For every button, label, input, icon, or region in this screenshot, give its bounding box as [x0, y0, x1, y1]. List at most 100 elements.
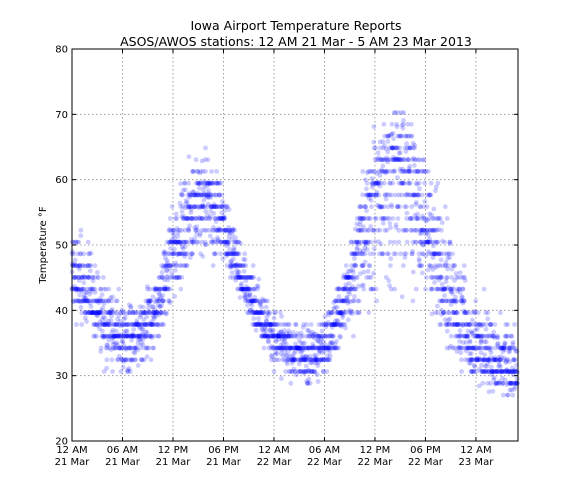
data-point: [249, 307, 255, 313]
data-point: [136, 333, 142, 339]
data-point: [99, 310, 105, 316]
data-point: [428, 192, 434, 198]
data-point: [495, 334, 501, 340]
data-point: [421, 157, 427, 163]
data-point: [289, 360, 295, 366]
data-point: [137, 333, 143, 339]
data-point: [89, 310, 95, 316]
data-point: [257, 310, 263, 316]
data-point: [207, 216, 213, 221]
data-point: [299, 369, 304, 374]
data-point: [285, 349, 291, 354]
data-point: [246, 286, 252, 292]
data-point: [160, 298, 166, 304]
data-point: [247, 293, 253, 299]
data-point: [237, 275, 243, 280]
data-point: [221, 213, 227, 219]
data-point: [141, 322, 147, 327]
data-point: [115, 316, 120, 322]
data-point: [307, 369, 312, 374]
data-point: [373, 286, 379, 292]
data-point: [100, 322, 105, 327]
data-point: [240, 286, 246, 292]
data-point: [279, 345, 285, 351]
data-point: [285, 345, 291, 351]
data-point: [213, 227, 219, 233]
data-point: [82, 292, 87, 298]
data-point: [78, 251, 83, 257]
data-point: [170, 230, 176, 236]
data-point: [209, 204, 214, 210]
data-point: [305, 327, 310, 333]
data-point: [253, 327, 259, 333]
data-point: [305, 355, 310, 360]
data-point: [95, 310, 101, 316]
data-point: [165, 286, 171, 292]
data-point: [207, 180, 213, 186]
data-point: [260, 310, 265, 316]
data-point: [87, 263, 93, 268]
data-point: [292, 357, 297, 363]
data-point: [184, 263, 190, 268]
data-point: [104, 310, 109, 316]
data-point: [110, 294, 115, 300]
data-point: [211, 224, 216, 230]
data-point: [166, 240, 172, 246]
data-point: [298, 346, 303, 351]
data-point: [157, 286, 163, 292]
x-tick-label: 21 Mar: [55, 457, 91, 468]
data-point: [139, 327, 145, 332]
data-point: [512, 322, 517, 327]
data-point: [444, 275, 450, 280]
data-point: [181, 216, 187, 221]
data-point: [195, 192, 201, 198]
data-point: [225, 241, 231, 247]
data-point: [238, 240, 244, 246]
data-point: [129, 357, 135, 363]
data-point: [194, 204, 200, 210]
data-point: [134, 333, 140, 339]
data-point: [158, 322, 164, 327]
data-point: [314, 357, 319, 363]
data-point: [385, 139, 391, 144]
data-point: [419, 192, 425, 198]
data-point: [218, 216, 224, 221]
data-point: [138, 336, 144, 342]
data-point: [161, 322, 166, 327]
data-point: [190, 239, 195, 245]
data-point: [232, 263, 238, 268]
data-point: [209, 180, 215, 186]
data-point: [323, 322, 328, 327]
data-point: [144, 310, 150, 316]
data-point: [364, 180, 370, 186]
data-point: [140, 331, 145, 337]
data-point: [264, 310, 270, 316]
data-point: [144, 322, 150, 327]
data-point: [309, 369, 315, 374]
data-point: [319, 333, 325, 339]
data-point: [298, 369, 303, 374]
data-point: [202, 184, 207, 190]
data-point: [117, 345, 123, 351]
data-point: [252, 310, 258, 316]
data-point: [297, 345, 303, 351]
data-point: [270, 333, 276, 339]
data-point: [151, 316, 157, 321]
data-point: [224, 251, 230, 257]
data-point: [289, 333, 294, 339]
data-point: [417, 186, 422, 192]
data-point: [237, 275, 243, 280]
data-point: [298, 369, 303, 374]
data-point: [173, 251, 179, 257]
data-point: [262, 333, 268, 339]
data-point: [483, 339, 489, 345]
data-point: [492, 375, 497, 381]
data-point: [169, 251, 174, 257]
data-point: [121, 333, 126, 339]
data-point: [209, 239, 215, 245]
data-point: [500, 392, 506, 398]
data-point: [122, 345, 128, 351]
data-point: [71, 275, 77, 280]
data-point: [145, 345, 150, 351]
data-point: [157, 291, 162, 297]
